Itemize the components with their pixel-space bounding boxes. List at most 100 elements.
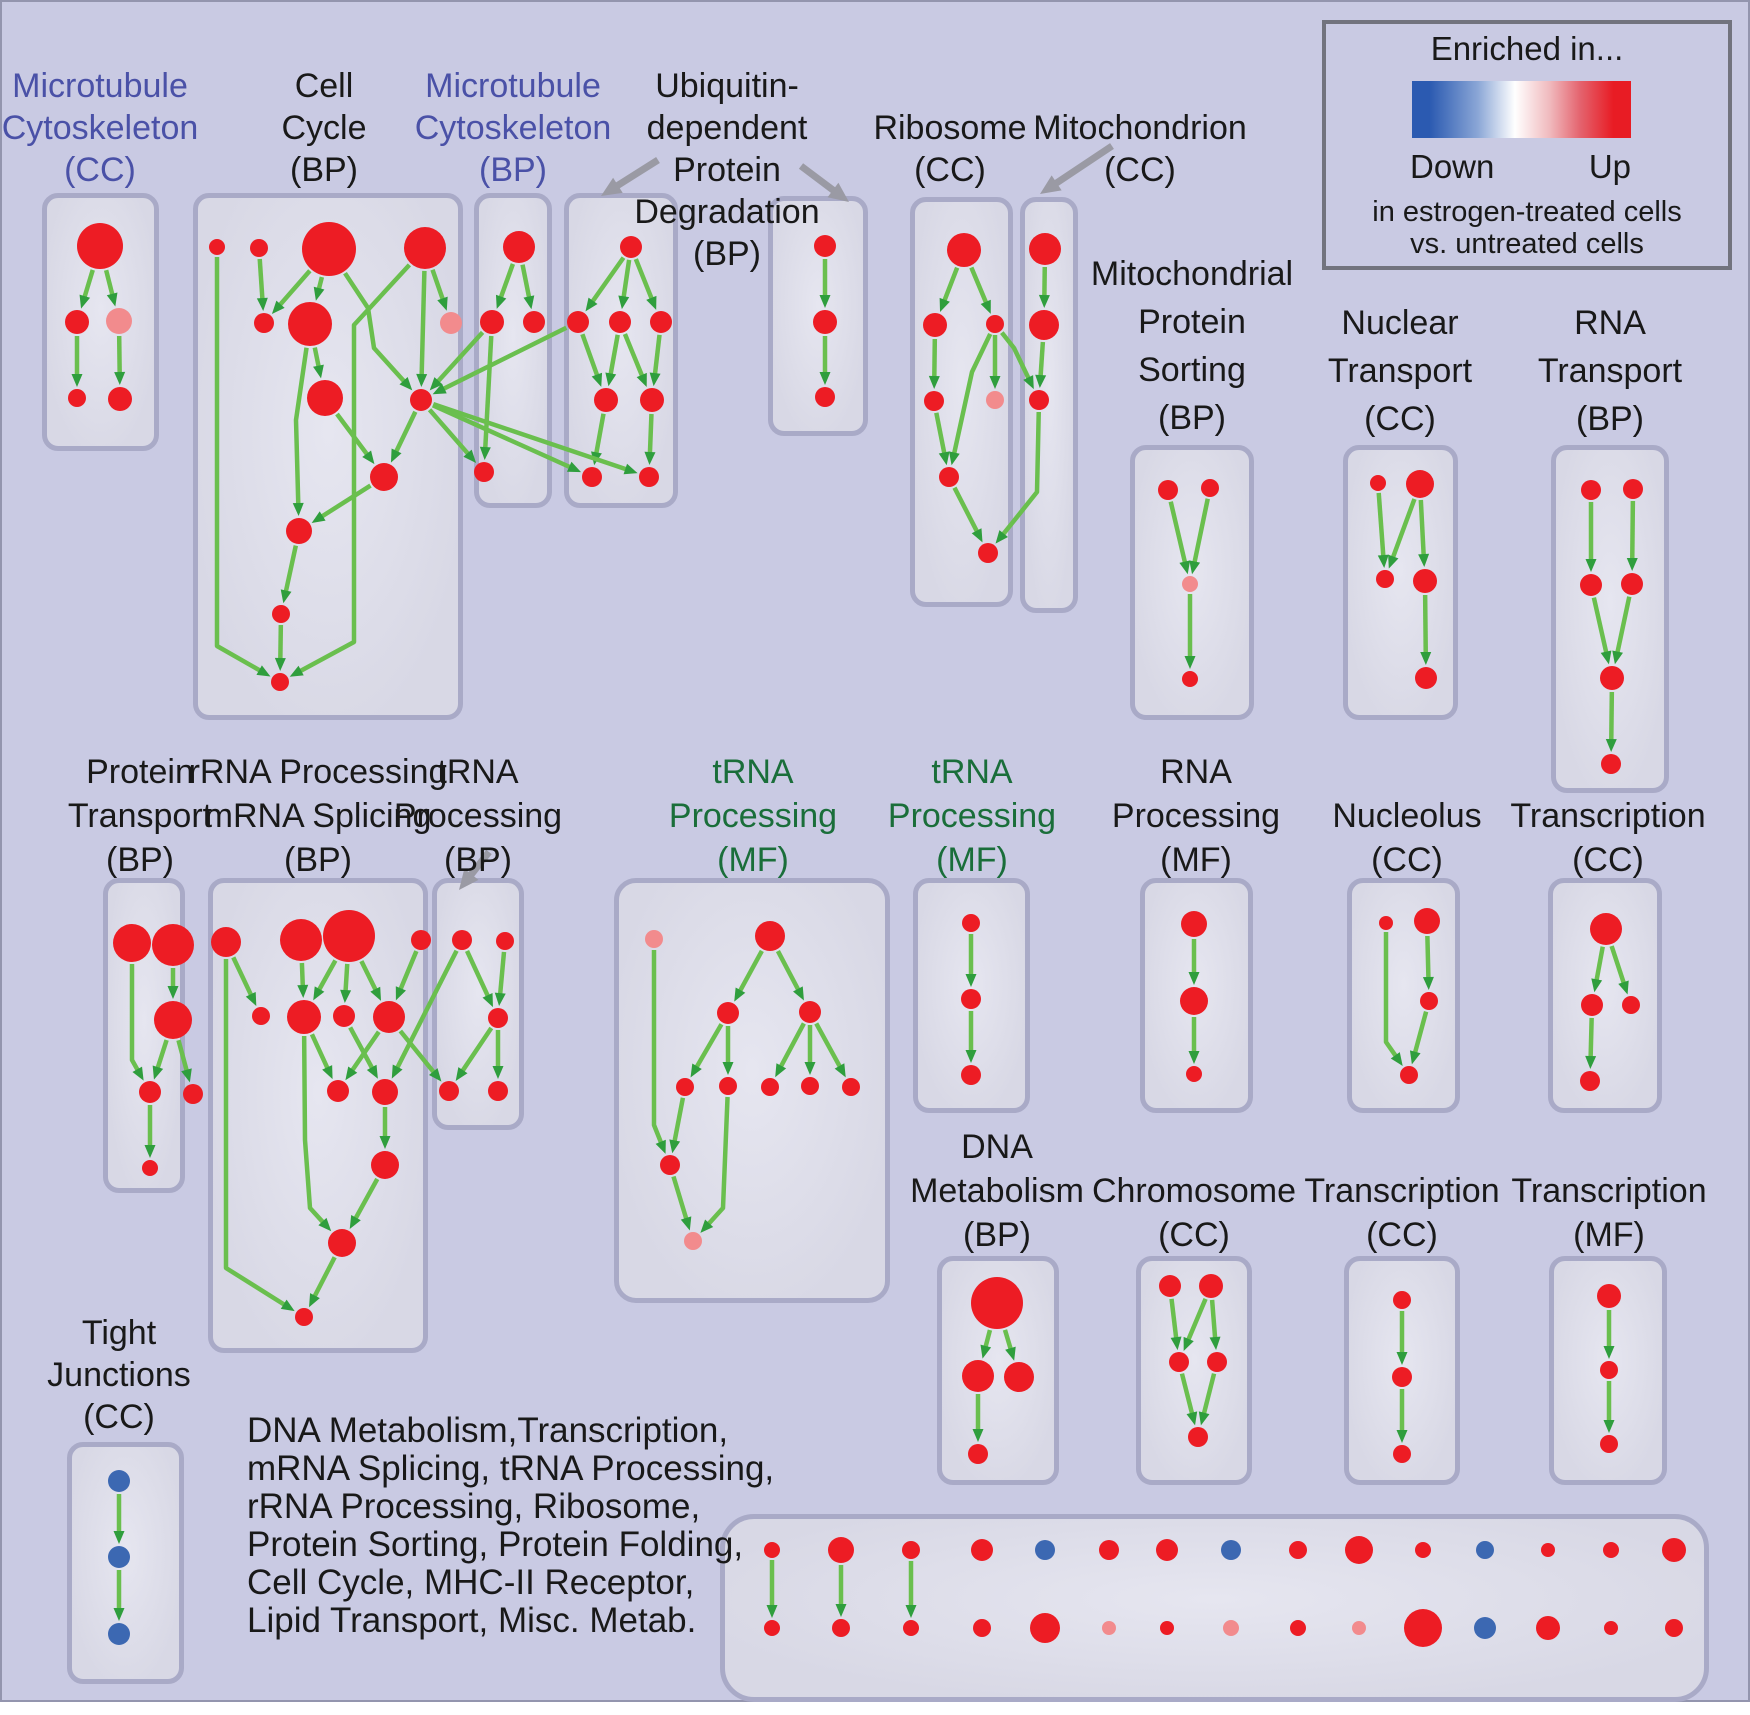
cluster-label-ribosome: Ribosome (CC)	[630, 107, 1270, 191]
go-term-node	[1581, 480, 1601, 500]
go-term-node	[1413, 569, 1437, 593]
relation-edge	[398, 1029, 438, 1077]
go-term-node	[1188, 1427, 1208, 1447]
relation-edge-arrowhead	[428, 1068, 442, 1082]
relation-edge	[652, 334, 662, 378]
cluster-label-line: Transcription	[1304, 1172, 1500, 1210]
relation-edge	[1000, 331, 1032, 383]
relation-edge	[335, 412, 371, 459]
relation-edge	[704, 1096, 730, 1228]
cluster-label-line: Nuclear	[1341, 304, 1459, 342]
relation-edge-arrowhead	[623, 463, 638, 475]
go-term-node	[978, 543, 998, 563]
relation-edge-arrowhead	[605, 372, 617, 387]
relation-edge	[497, 263, 516, 302]
go-term-node	[480, 310, 504, 334]
relation-edge	[257, 258, 265, 303]
relation-edge-arrowhead	[379, 1136, 391, 1149]
relation-edge-arrowhead	[965, 1050, 977, 1063]
go-term-node	[250, 239, 268, 257]
go-term-node	[1406, 470, 1434, 498]
go-term-node	[1541, 1543, 1555, 1557]
relation-edge	[464, 949, 492, 1000]
cluster-label-line: DNA	[961, 1128, 1033, 1166]
go-term-node	[842, 1078, 860, 1096]
relation-edge-arrowhead	[566, 461, 582, 473]
relation-edge	[352, 1177, 380, 1223]
cluster-label-line: mRNA Splicing	[204, 797, 432, 835]
relation-edge	[775, 949, 802, 994]
go-term-node	[1156, 1539, 1178, 1561]
relation-edge	[736, 949, 764, 995]
relation-edge-arrowhead	[482, 992, 493, 1008]
shared-clusters-note-line: Lipid Transport, Misc. Metab.	[247, 1601, 697, 1640]
relation-edge-arrowhead	[646, 295, 657, 310]
relation-edge-arrowhead	[1186, 1411, 1198, 1426]
relation-edge	[1629, 500, 1636, 563]
relation-edge-arrowhead	[345, 1066, 358, 1081]
go-term-node	[307, 380, 343, 416]
relation-edge-arrowhead	[311, 511, 326, 523]
relation-edge-arrowhead	[972, 1429, 984, 1442]
cluster-label-tight-junctions: Tight Junctions (CC)	[0, 1312, 439, 1438]
go-term-node	[439, 1081, 459, 1101]
relation-edge	[311, 1256, 337, 1301]
go-term-node	[815, 387, 835, 407]
cluster-label-line: Transcription	[1511, 1172, 1707, 1210]
go-term-node	[764, 1542, 780, 1558]
relation-edge	[278, 624, 284, 663]
relation-edge-arrowhead	[1396, 1352, 1408, 1365]
relation-edge	[952, 486, 981, 536]
cluster-label-ubiquitin: Ubiquitin-dependent Protein Degradation (BP…	[407, 65, 1047, 275]
cluster-label-transcription-mf: Transcription (MF)	[1289, 1169, 1750, 1257]
relation-edge	[969, 266, 990, 307]
go-term-node	[645, 930, 663, 948]
relation-edge	[359, 960, 380, 994]
go-term-node	[252, 1007, 270, 1025]
go-term-node	[302, 222, 356, 276]
go-term-node	[106, 308, 132, 334]
relation-edge-arrowhead	[1035, 374, 1047, 389]
cluster-label-line: (BP)	[1158, 399, 1226, 437]
relation-edge-arrowhead	[1198, 1411, 1210, 1426]
relation-edge-arrowhead	[775, 1063, 787, 1078]
relation-edge	[951, 332, 993, 457]
relation-edge	[81, 269, 95, 301]
cluster-label-line: (BP)	[963, 1216, 1031, 1254]
go-term-node	[1099, 1540, 1119, 1560]
go-term-node	[372, 1079, 398, 1105]
cluster-label-mitochondrion: Mitochondrion (CC)	[820, 107, 1460, 191]
relation-edge-arrowhead	[669, 1139, 681, 1154]
relation-edge-arrowhead	[1188, 1051, 1200, 1064]
relation-edge	[607, 334, 620, 378]
go-term-node	[1221, 1540, 1241, 1560]
go-term-node	[986, 315, 1004, 333]
cluster-label-line: (BP)	[284, 841, 352, 879]
go-term-node	[1169, 1352, 1189, 1372]
cluster-label-line: (BP)	[479, 151, 547, 189]
relation-edge	[482, 335, 494, 452]
relation-edge	[103, 269, 116, 299]
cluster-label-line: Sorting	[1138, 351, 1246, 389]
relation-edge-arrowhead	[429, 377, 443, 391]
go-term-node	[639, 467, 659, 487]
relation-edge	[932, 338, 938, 381]
go-term-node	[373, 1001, 405, 1033]
cluster-label-line: (BP)	[444, 841, 512, 879]
relation-edge-arrowhead	[114, 371, 126, 386]
relation-edge-arrowhead	[819, 372, 831, 385]
cluster-label-line: tRNA	[437, 753, 519, 791]
go-term-node	[271, 673, 289, 691]
relation-edge-arrowhead	[1585, 1055, 1597, 1070]
relation-edge	[231, 956, 255, 999]
relation-edge-arrowhead	[1388, 554, 1399, 569]
cluster-label-line: Mitochondrial	[1090, 255, 1294, 293]
pointer-arrow	[612, 157, 660, 191]
go-term-node	[328, 1229, 356, 1257]
go-term-node	[371, 1151, 399, 1179]
relation-edge-arrowhead	[289, 665, 304, 677]
go-term-node	[108, 1546, 130, 1568]
cluster-label-line: Cytoskeleton	[414, 109, 612, 147]
